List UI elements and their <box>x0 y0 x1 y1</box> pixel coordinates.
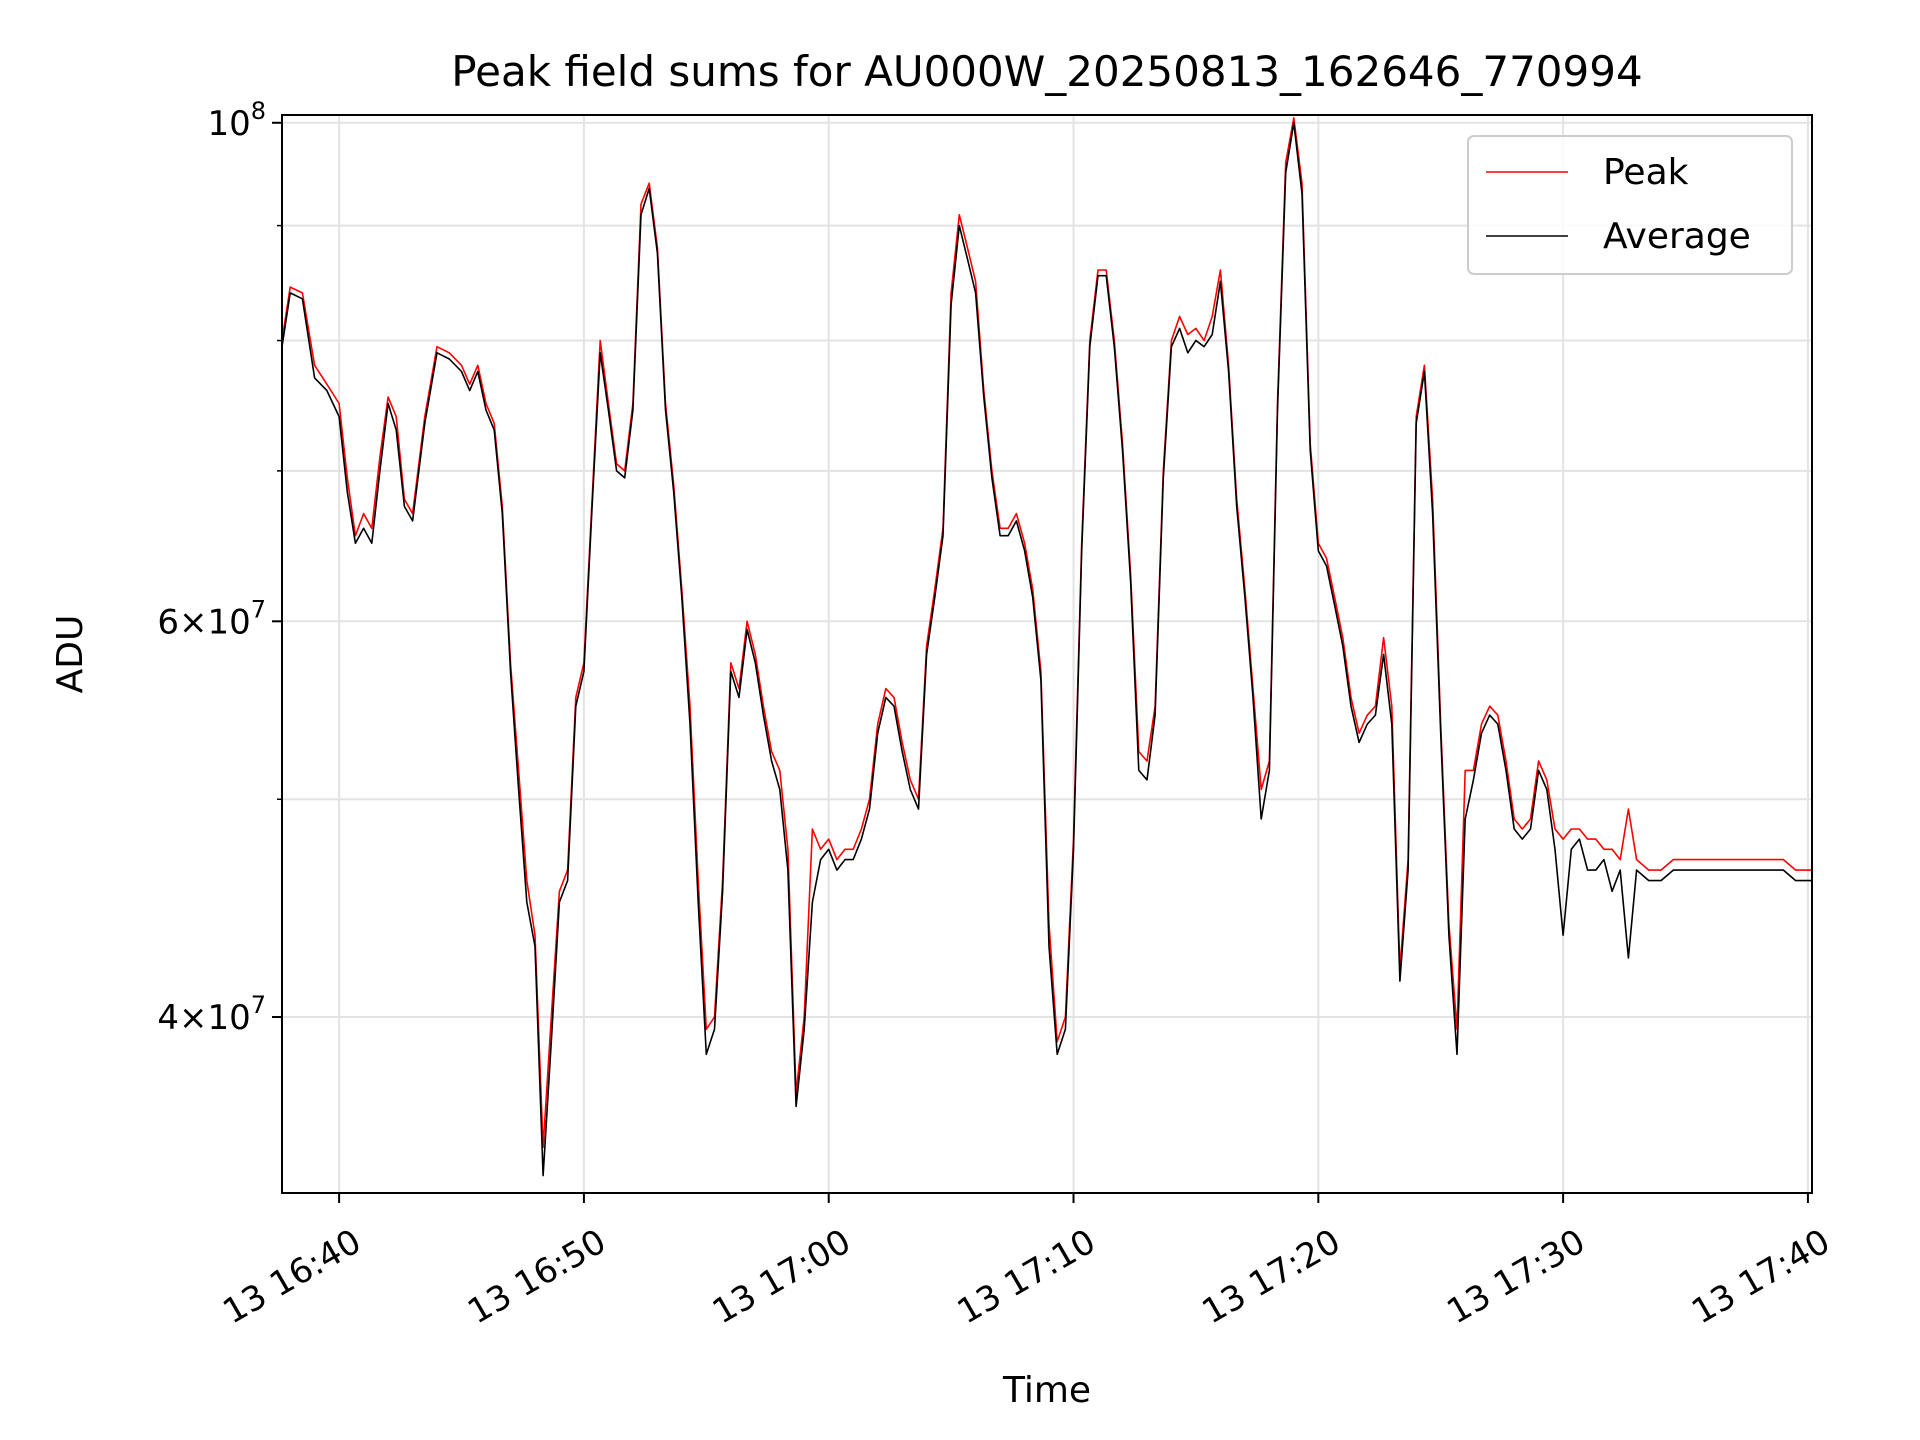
x-axis-label: Time <box>1002 1370 1091 1411</box>
y-tick-label-2: 108 <box>207 97 266 144</box>
y-axis-label: ADU <box>50 615 91 694</box>
plot-frame <box>281 114 1813 1194</box>
series-line-average <box>282 122 1812 1177</box>
y-tick-base: 10 <box>207 104 250 144</box>
y-tick-base: 4×10 <box>157 998 250 1038</box>
legend-label-average: Average <box>1603 216 1751 257</box>
y-tick-exponent: 7 <box>251 595 266 623</box>
y-tick-label-0: 4×107 <box>157 991 266 1038</box>
legend: Peak Average <box>1467 135 1793 275</box>
legend-box <box>1467 135 1793 275</box>
y-tick-label-1: 6×107 <box>157 595 266 642</box>
y-tick-base: 6×10 <box>157 602 250 642</box>
y-tick-exponent: 7 <box>251 991 266 1019</box>
series-line-peak <box>282 117 1812 1149</box>
legend-label-peak: Peak <box>1603 152 1689 193</box>
series-lines <box>282 117 1812 1177</box>
y-tick-exponent: 8 <box>251 97 266 125</box>
chart-title: Peak field sums for AU000W_20250813_1626… <box>451 47 1642 96</box>
